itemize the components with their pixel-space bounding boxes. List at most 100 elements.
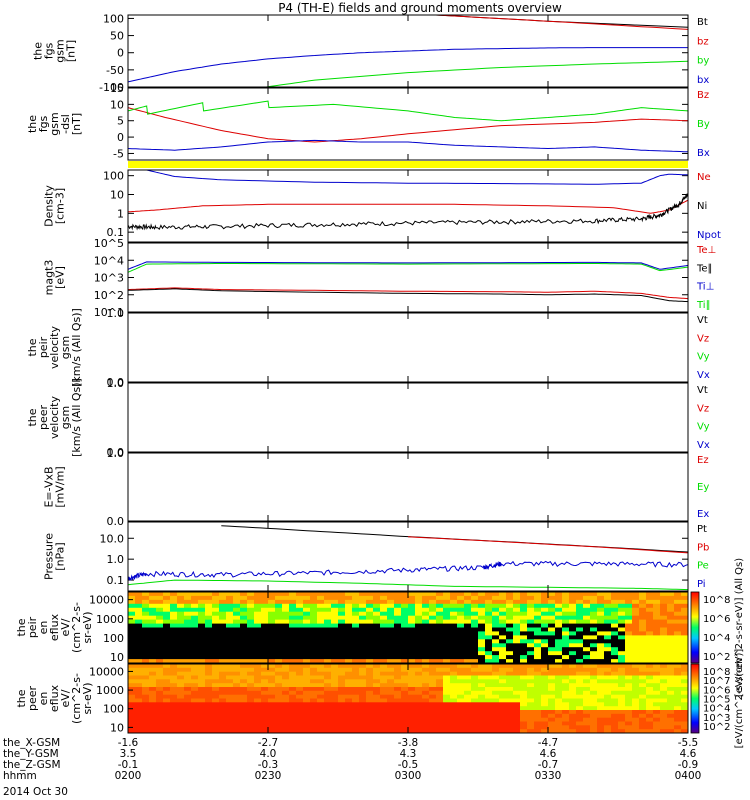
spectrogram-cell [394,611,402,617]
spectrogram-cell [303,687,311,692]
spectrogram-cell [506,627,514,632]
spectrogram-cell [674,721,682,726]
spectrogram-cell [401,717,409,722]
spectrogram-cell [338,635,346,640]
spectrogram-cell [170,603,178,609]
spectrogram-cell [499,729,507,734]
spectrogram-cell [149,671,157,676]
spectrogram-cell [506,679,514,684]
spectrogram-cell [282,611,290,617]
spectrogram-cell [639,706,647,711]
spectrogram-cell [520,623,528,628]
spectrogram-cell [674,729,682,734]
spectrogram-cell [506,725,514,730]
spectrogram-cell [590,655,598,660]
spectrogram-cell [394,725,402,730]
spectrogram-cell [597,659,605,664]
spectrogram-cell [499,595,507,601]
spectrogram-cell [366,627,374,632]
spectrogram-cell [394,729,402,734]
spectrogram-cell [611,659,619,664]
spectrogram-cell [177,635,185,640]
y-tick-label: -5 [113,147,124,160]
spectrogram-cell [135,635,143,640]
spectrogram-cell [611,690,619,696]
spectrogram-cell [359,651,367,656]
spectrogram-cell [646,683,654,688]
spectrogram-cell [674,635,682,640]
spectrogram-cell [548,623,556,628]
series-group [128,170,688,231]
spectrogram-cell [590,702,598,707]
spectrogram-cell [597,690,605,696]
spectrogram-cell [541,694,549,699]
spectrogram-cell [422,706,430,711]
spectrogram-cell [646,631,654,636]
spectrogram-cell [618,603,626,609]
spectrogram-cell [184,639,192,644]
spectrogram-cell [345,690,353,696]
spectrogram-cell [639,631,647,636]
spectrogram-cell [506,611,514,617]
spectrogram-cell [212,627,220,632]
spectrogram-cell [618,635,626,640]
spectrogram-cell [422,675,430,680]
spectrogram-cell [240,721,248,726]
spectrogram-cell [583,671,591,676]
spectrogram-cell [457,675,465,680]
spectrogram-cell [359,687,367,692]
spectrogram-cell [674,643,682,648]
y-axis-label-line: [mV/m] [54,466,67,507]
spectrogram-cell [310,710,318,715]
spectrogram-cell [233,667,241,673]
spectrogram-cell [352,651,360,656]
spectrogram-cell [380,615,388,621]
spectrogram-cell [450,702,458,707]
spectrogram-cell [436,635,444,640]
spectrogram-cell [415,599,423,605]
spectrogram-cell [156,647,164,652]
spectrogram-cell [464,603,472,609]
ephemeris-value: 4.3 [400,748,417,760]
spectrogram-cell [506,615,514,621]
spectrogram-cell [555,599,563,605]
spectrogram-cell [527,643,535,648]
spectrogram-cell [604,631,612,636]
spectrogram-cell [646,611,654,617]
spectrogram-cell [212,592,220,597]
spectrogram-cell [660,690,668,696]
spectrogram-cell [317,619,325,624]
spectrogram-cell [149,675,157,680]
spectrogram-cell [422,635,430,640]
spectrogram-cell [275,599,283,605]
panel-frame [127,452,689,522]
spectrogram-cell [163,651,171,656]
spectrogram-cell [534,611,542,617]
spectrogram-cell [212,713,220,719]
spectrogram-cell [583,659,591,664]
spectrogram-cell [401,710,409,715]
spectrogram-cell [191,690,199,696]
spectrogram-cell [590,667,598,673]
spectrogram-cell [597,655,605,660]
spectrogram-cell [562,615,570,621]
spectrogram-cell [135,592,143,597]
spectrogram-cell [184,664,192,669]
spectrogram-cell [653,631,661,636]
spectrogram-cell [135,687,143,692]
spectrogram-cell [653,687,661,692]
spectrogram-cell [646,717,654,722]
spectrogram-cell [583,725,591,730]
spectrogram-cell [394,683,402,688]
spectrogram-cell [219,717,227,722]
spectrogram-cell [296,713,304,719]
spectrogram-cell [149,631,157,636]
spectrogram-cell [506,710,514,715]
spectrogram-cell [212,698,220,703]
spectrogram-cell [233,729,241,734]
legend-entry: by [697,56,709,67]
spectrogram-cell [422,687,430,692]
spectrogram-cell [352,687,360,692]
y-axis-label-line: -dsl [59,114,72,134]
colorbar-tick-label: 10^5 [703,695,730,706]
